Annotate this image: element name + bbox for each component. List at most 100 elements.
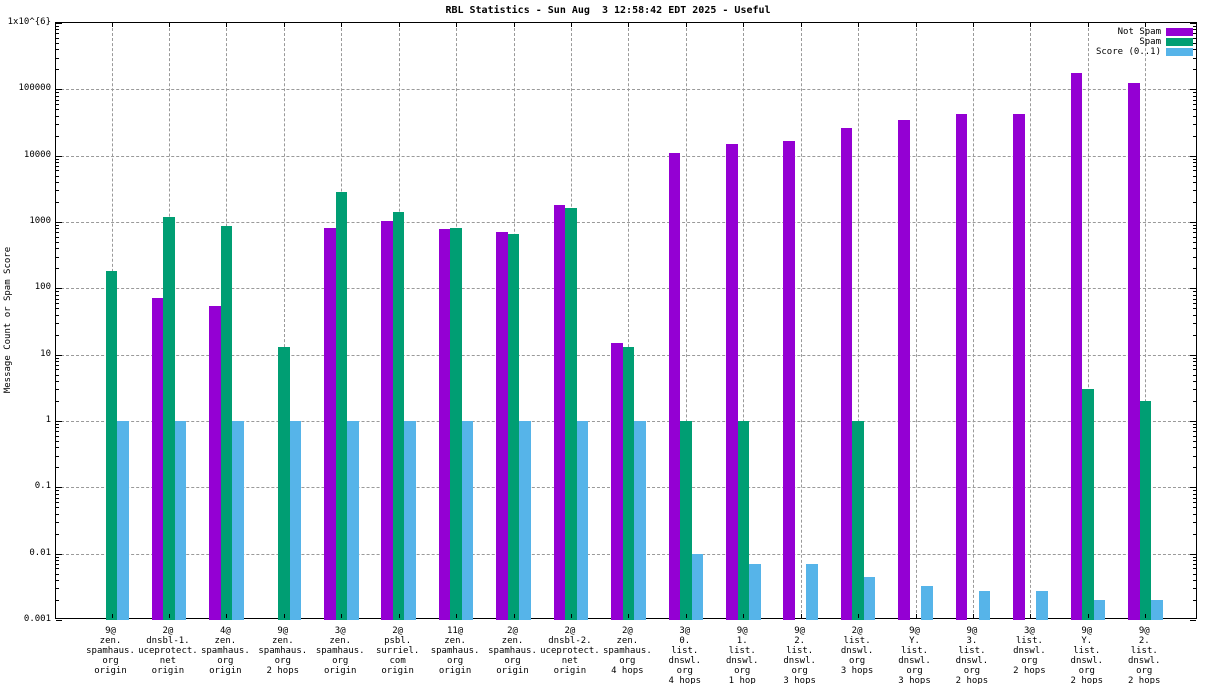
- xtick-top-group3: [226, 23, 228, 27]
- ytick-right: [1193, 175, 1196, 177]
- ytick-left: [56, 225, 59, 227]
- bar-score-group7: [461, 421, 474, 620]
- ytick-left: [56, 580, 59, 582]
- xtick-top-group18: [1087, 23, 1089, 27]
- bar-spam-group4: [278, 347, 290, 620]
- legend-swatch-2: [1166, 37, 1193, 46]
- ytick-right: [1190, 155, 1196, 157]
- x-tick-label-group14: 2@ list. dnswl. org 3 hops: [840, 626, 874, 676]
- xtick-top-group13: [800, 23, 802, 27]
- y-tick-label-100000: 100000: [18, 83, 51, 94]
- gridline-x-group16: [972, 23, 974, 618]
- ytick-left: [56, 228, 59, 230]
- bar-spam-group11: [680, 421, 692, 620]
- ytick-left: [56, 268, 59, 270]
- bar-spam-group6: [392, 212, 405, 620]
- bar-notspam-group13: [783, 141, 795, 620]
- x-tick-label-group13: 9@ 2. list. dnswl. org 3 hops: [783, 626, 816, 684]
- bar-score-group16: [978, 591, 991, 620]
- ytick-right: [1193, 374, 1196, 376]
- ytick-right: [1193, 323, 1196, 325]
- y-tick-label-0.1: 0.1: [34, 481, 51, 492]
- gridline-y-1e3: [56, 222, 1196, 223]
- ytick-right: [1193, 369, 1196, 371]
- xtick-bottom-group19: [1145, 614, 1147, 618]
- ytick-left: [56, 190, 59, 192]
- ytick-left: [56, 89, 62, 91]
- ytick-left: [56, 158, 59, 160]
- ytick-right: [1190, 89, 1196, 91]
- ytick-left: [56, 33, 59, 35]
- ytick-left: [56, 29, 59, 31]
- ytick-left: [56, 99, 59, 101]
- ytick-right: [1193, 334, 1196, 336]
- gridline-x-group10: [628, 23, 630, 618]
- bar-score-group10: [634, 421, 646, 620]
- ytick-left: [56, 568, 59, 570]
- ytick-right: [1193, 440, 1196, 442]
- xtick-bottom-group14: [858, 614, 860, 618]
- ytick-right: [1193, 170, 1196, 172]
- ytick-left: [56, 202, 59, 204]
- ytick-left: [56, 490, 59, 492]
- xtick-top-group14: [858, 23, 860, 27]
- bar-notspam-group19: [1128, 83, 1140, 620]
- bar-spam-group14: [852, 421, 864, 620]
- xtick-bottom-group11: [685, 614, 687, 618]
- xtick-top-group19: [1145, 23, 1147, 27]
- x-tick-label-group9: 2@ dnsbl-2. uceprotect. net origin: [540, 626, 600, 676]
- legend-row-3: Score (0..1): [1095, 46, 1193, 57]
- bar-spam-group10: [622, 347, 635, 620]
- ytick-left: [56, 222, 62, 223]
- bar-spam-group12: [737, 421, 750, 620]
- ytick-right: [1193, 314, 1196, 316]
- ytick-right: [1193, 308, 1196, 310]
- bar-spam-group9: [565, 208, 577, 620]
- ytick-right: [1193, 556, 1196, 558]
- x-tick-label-group4: 9@ zen. spamhaus. org 2 hops: [258, 626, 308, 676]
- ytick-right: [1190, 222, 1196, 223]
- ytick-left: [56, 115, 59, 117]
- ytick-left: [56, 455, 59, 457]
- ytick-left: [56, 57, 59, 59]
- x-tick-label-group19: 9@ 2. list. dnswl. org 2 hops: [1127, 626, 1161, 684]
- bar-score-group15: [921, 585, 933, 620]
- bar-score-group6: [404, 421, 416, 620]
- y-tick-label-1000: 1000: [29, 216, 51, 226]
- ytick-left: [56, 620, 62, 621]
- ytick-right: [1190, 487, 1196, 489]
- ytick-right: [1193, 99, 1196, 101]
- bar-notspam-group5: [324, 228, 336, 620]
- ytick-left: [56, 447, 59, 449]
- gridline-x-group12: [743, 23, 745, 618]
- ytick-left: [56, 588, 59, 590]
- ytick-left: [56, 421, 62, 422]
- ytick-left: [56, 248, 59, 250]
- xtick-top-group16: [972, 23, 974, 27]
- ytick-right: [1193, 455, 1196, 457]
- ytick-left: [56, 165, 59, 167]
- x-tick-label-group16: 9@ 3. list. dnswl. org 2 hops: [955, 626, 989, 684]
- ytick-right: [1193, 158, 1196, 160]
- ytick-right: [1193, 26, 1196, 28]
- legend-label-3: Score (0..1): [1095, 46, 1161, 57]
- ytick-right: [1193, 507, 1196, 509]
- legend-row-1: Not Spam: [1096, 27, 1193, 37]
- ytick-left: [56, 435, 59, 437]
- ytick-right: [1193, 427, 1196, 429]
- ytick-right: [1193, 467, 1196, 469]
- ytick-left: [56, 513, 59, 515]
- ytick-right: [1193, 135, 1196, 137]
- ytick-left: [56, 109, 59, 111]
- bar-notspam-group11: [668, 152, 681, 620]
- bar-notspam-group7: [438, 228, 451, 620]
- y-tick-label-10000: 10000: [23, 149, 51, 160]
- bar-notspam-group15: [898, 120, 910, 620]
- y-tick-label-10: 10: [40, 348, 51, 359]
- xtick-top-group5: [341, 23, 343, 27]
- chart-title: RBL Statistics - Sun Aug 3 12:58:42 EDT …: [445, 5, 771, 16]
- xtick-top-group4: [283, 23, 285, 27]
- ytick-right: [1193, 190, 1196, 192]
- ytick-right: [1193, 95, 1196, 97]
- ytick-right: [1193, 493, 1196, 495]
